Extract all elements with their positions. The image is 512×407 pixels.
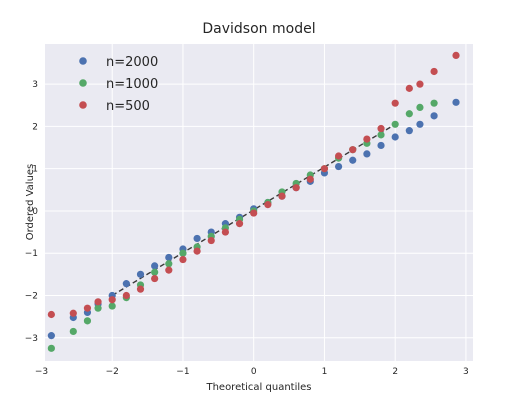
- data-point: [452, 51, 460, 60]
- data-point: [250, 209, 258, 217]
- x-tick-label: 3: [463, 367, 469, 377]
- data-point: [193, 247, 201, 255]
- data-point: [292, 184, 300, 192]
- data-point: [430, 112, 438, 120]
- data-point: [306, 175, 314, 183]
- data-point: [136, 285, 145, 293]
- data-point: [47, 310, 55, 319]
- data-point: [108, 302, 116, 310]
- data-point: [430, 67, 438, 76]
- data-point: [405, 127, 413, 135]
- data-point: [235, 220, 244, 228]
- legend-label: n=1000: [106, 77, 158, 92]
- x-tick-label: −1: [176, 367, 189, 377]
- x-tick-label: 2: [392, 367, 398, 377]
- y-tick-label: 2: [32, 122, 38, 132]
- data-point: [377, 124, 385, 133]
- data-point: [69, 327, 77, 336]
- data-point: [122, 291, 130, 300]
- data-point: [349, 156, 357, 164]
- plot-area: [45, 44, 473, 361]
- data-point: [193, 234, 201, 243]
- data-point: [334, 162, 343, 171]
- legend-marker: [79, 101, 87, 109]
- data-point: [320, 165, 329, 173]
- data-point: [264, 201, 272, 209]
- data-point: [108, 296, 116, 304]
- data-point: [151, 268, 159, 276]
- data-point: [221, 228, 229, 236]
- x-tick-label: −2: [106, 367, 119, 377]
- legend-marker: [79, 79, 87, 87]
- y-tick-label: 0: [32, 207, 38, 217]
- data-point: [391, 120, 399, 128]
- data-point: [165, 260, 173, 268]
- data-point: [83, 304, 92, 312]
- x-axis-label: Theoretical quantiles: [205, 382, 311, 393]
- data-point: [452, 98, 460, 106]
- y-tick-label: −1: [25, 249, 38, 259]
- y-tick-label: 1: [32, 165, 38, 175]
- data-point: [179, 255, 187, 264]
- data-points: [47, 51, 460, 352]
- data-point: [165, 253, 173, 262]
- data-point: [179, 249, 187, 257]
- legend: n=2000 n=1000 n=500: [79, 55, 158, 114]
- data-point: [430, 99, 438, 107]
- x-tick-label: 0: [251, 367, 257, 377]
- data-point: [363, 150, 371, 158]
- data-point: [94, 298, 102, 306]
- data-point: [391, 99, 399, 107]
- data-point: [165, 266, 173, 274]
- chart-title: Davidson model: [202, 21, 315, 37]
- reference-line-group: [111, 123, 396, 297]
- data-point: [278, 192, 286, 200]
- y-tick-label: 3: [32, 80, 38, 90]
- legend-marker: [79, 57, 87, 65]
- data-point: [151, 274, 159, 283]
- y-tick-label: −3: [25, 334, 38, 344]
- legend-label: n=2000: [106, 55, 158, 70]
- data-point: [94, 304, 102, 312]
- data-point: [416, 80, 424, 88]
- data-point: [377, 141, 385, 150]
- data-point: [391, 133, 399, 141]
- legend-label: n=500: [106, 99, 150, 114]
- data-point: [136, 270, 145, 278]
- data-point: [334, 152, 343, 160]
- data-point: [47, 332, 55, 340]
- y-axis-label: Ordered Values: [25, 164, 36, 241]
- data-point: [47, 344, 55, 352]
- x-tick-label: 1: [322, 367, 328, 377]
- data-point: [151, 262, 159, 270]
- data-point: [416, 120, 424, 128]
- data-point: [416, 103, 424, 111]
- data-point: [349, 146, 357, 154]
- data-point: [405, 84, 413, 92]
- data-point: [83, 317, 92, 325]
- x-tick-label: −3: [35, 367, 48, 377]
- data-point: [207, 236, 215, 245]
- grid-lines: [40, 44, 473, 361]
- y-tick-label: −2: [25, 291, 38, 301]
- data-point: [122, 280, 130, 288]
- data-point: [69, 309, 77, 317]
- x-tick-labels: −3 −2 −1 0 1 2 3: [35, 367, 469, 377]
- reference-line: [111, 123, 396, 297]
- data-point: [377, 131, 385, 139]
- data-point: [363, 135, 371, 143]
- y-tick-labels: −3 −2 −1 0 1 2 3: [25, 80, 39, 344]
- data-point: [405, 110, 413, 118]
